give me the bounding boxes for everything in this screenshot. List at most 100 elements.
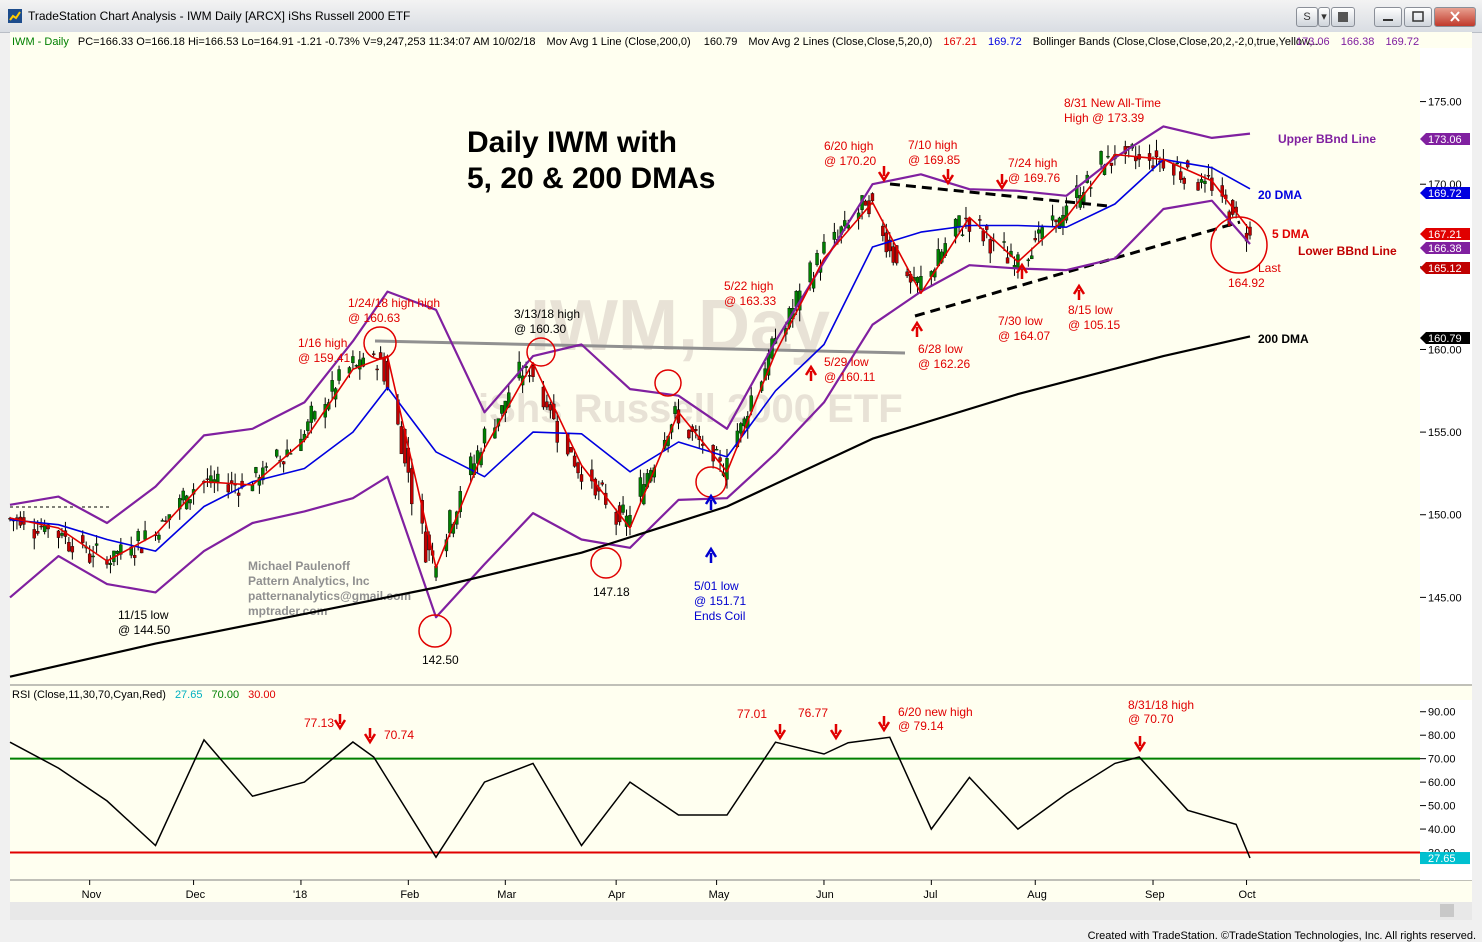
minimize-button[interactable] — [1374, 7, 1402, 27]
price-bar-body-188 — [915, 276, 920, 283]
price-bars — [8, 139, 1252, 582]
price-bar-body-13 — [67, 542, 71, 552]
rsi-tick-label-4: 50.00 — [1428, 801, 1456, 813]
price-bar-body-112 — [548, 404, 553, 411]
price-annotations: 1/16 high@ 159.411/24/18 high high@ 160.… — [118, 96, 1281, 667]
header-bb-value2: 166.38 — [1341, 36, 1375, 48]
annotation-3-line-1: 5/22 high — [724, 279, 773, 293]
rsi-annotation-4-line-1: 6/20 new high — [898, 705, 973, 719]
series-line-0 — [9, 125, 1251, 525]
price-bar-body-15 — [81, 535, 85, 543]
price-bar-body-215 — [1050, 215, 1055, 221]
price-bar-body-245 — [1196, 182, 1200, 191]
annotation-11-line-1: 8/15 low — [1068, 303, 1113, 317]
time-tick-label-2: '18 — [293, 889, 307, 901]
label-20-dma: 20 DMA — [1258, 188, 1302, 202]
price-bar-body-184 — [895, 245, 899, 264]
time-tick-label-5: Apr — [608, 889, 625, 901]
price-bar-body-6 — [36, 531, 40, 534]
annotation-0-line-2: @ 159.41 — [298, 351, 351, 365]
arrow-aug15-low — [1072, 283, 1086, 300]
svg-text:IWM - Daily PC=166.33 O=1: IWM - Daily PC=166.33 O=166.18 Hi=166.53… — [12, 36, 1322, 48]
rsi-annotation-5-line-1: 8/31/18 high — [1128, 698, 1194, 712]
svg-text:173.06 166.38 169.72: 173.06 166.38 169.72 — [1296, 36, 1419, 48]
price-bar-body-11 — [60, 533, 64, 536]
rsi-tick-label-2: 70.00 — [1428, 754, 1456, 766]
price-bar-body-110 — [541, 386, 546, 408]
price-bar-body-51 — [254, 467, 258, 474]
price-bar-body-42 — [209, 475, 213, 484]
annotation-15-line-3: Ends Coil — [694, 609, 745, 623]
maximize-button[interactable] — [1404, 7, 1432, 27]
price-bar-body-130 — [638, 477, 643, 497]
price-bar-body-211 — [1030, 255, 1034, 260]
author-line-1: Michael Paulenoff — [248, 559, 351, 573]
scrollbar-thumb[interactable] — [1440, 904, 1454, 917]
price-bar-body-50 — [250, 484, 255, 492]
annotation-1-line-2: @ 160.63 — [348, 311, 401, 325]
price-tag-label-5: 160.79 — [1428, 333, 1462, 345]
price-bar-body-256 — [1248, 226, 1252, 236]
price-bar-body-250 — [1220, 185, 1224, 197]
price-bar-body-146 — [714, 449, 719, 451]
annotation-11-line-2: @ 105.15 — [1068, 318, 1121, 332]
header-ma1-value: 160.79 — [704, 36, 738, 48]
annotation-7-line-1: 7/24 high — [1008, 156, 1057, 170]
price-bar-body-55 — [275, 449, 279, 457]
rsi-annotation-1-line-1: 70.74 — [384, 728, 414, 742]
header-ma2-value1: 167.21 — [943, 36, 977, 48]
pin-icon[interactable] — [1331, 7, 1355, 27]
rsi-tick-label-1: 80.00 — [1428, 730, 1456, 742]
rsi-overbought: 70.00 — [212, 689, 240, 701]
annotation-16-line-2: 164.92 — [1228, 276, 1265, 290]
price-axis-background — [1420, 48, 1472, 684]
footer-bar — [0, 928, 1482, 942]
time-tick-label-0: Nov — [82, 889, 102, 901]
lower-dashed-trendline — [914, 220, 1241, 318]
symbol-link-dropdown-icon[interactable]: ▾ — [1318, 7, 1330, 27]
price-bar-body-108 — [527, 375, 532, 377]
price-bar-body-74 — [361, 357, 365, 367]
price-bar-body-79 — [385, 360, 390, 389]
price-bar-body-183 — [891, 246, 895, 263]
price-tag-label-4: 165.12 — [1428, 263, 1462, 275]
author-line-4: mptrader.com — [248, 604, 327, 618]
symbol-link-button[interactable]: S — [1296, 7, 1318, 27]
annotation-5-line-2: @ 170.20 — [824, 154, 877, 168]
price-tag-bg-5 — [1420, 332, 1470, 344]
annotation-2-line-2: @ 160.30 — [514, 322, 567, 336]
close-button[interactable] — [1434, 7, 1476, 27]
price-bar-body-121 — [593, 478, 598, 496]
price-bar-body-120 — [590, 469, 594, 482]
rsi-arrow-1 — [363, 728, 377, 745]
rsi-value: 27.65 — [175, 689, 203, 701]
annotation-10-line-2: @ 164.07 — [998, 329, 1051, 343]
price-tag-label-3: 166.38 — [1428, 243, 1462, 255]
rsi-annotation-5-line-2: @ 70.70 — [1128, 712, 1174, 726]
price-bar-body-214 — [1040, 227, 1044, 240]
price-tick-label-3: 160.00 — [1428, 344, 1462, 356]
author-line-3: patternanalytics@gmail.com — [248, 589, 411, 603]
price-bar-body-71 — [351, 356, 355, 364]
horizontal-scrollbar[interactable] — [10, 902, 1472, 920]
price-bar-body-169 — [822, 241, 826, 254]
price-bar-body-45 — [226, 484, 230, 493]
price-bar-body-62 — [306, 421, 310, 431]
price-bar-body-97 — [475, 450, 480, 464]
price-tick-label-4: 155.00 — [1428, 427, 1462, 439]
price-bar-body-140 — [687, 429, 691, 439]
series-line-1 — [9, 158, 1251, 552]
price-tag-label-0: 173.06 — [1428, 134, 1462, 146]
price-tick-label-5: 150.00 — [1428, 510, 1462, 522]
annotation-2-line-1: 3/13/18 high — [514, 307, 580, 321]
rsi-arrow-2 — [773, 724, 787, 741]
annotation-6-line-1: 7/10 high — [908, 138, 957, 152]
price-bar-body-116 — [569, 447, 573, 453]
annotation-7-line-2: @ 169.76 — [1008, 171, 1061, 185]
rsi-arrow-5 — [1133, 736, 1147, 753]
price-bar-body-127 — [621, 504, 625, 513]
arrow-may01-low-2 — [704, 546, 718, 563]
price-bar-body-179 — [870, 193, 875, 202]
price-bar-body-67 — [330, 380, 334, 392]
